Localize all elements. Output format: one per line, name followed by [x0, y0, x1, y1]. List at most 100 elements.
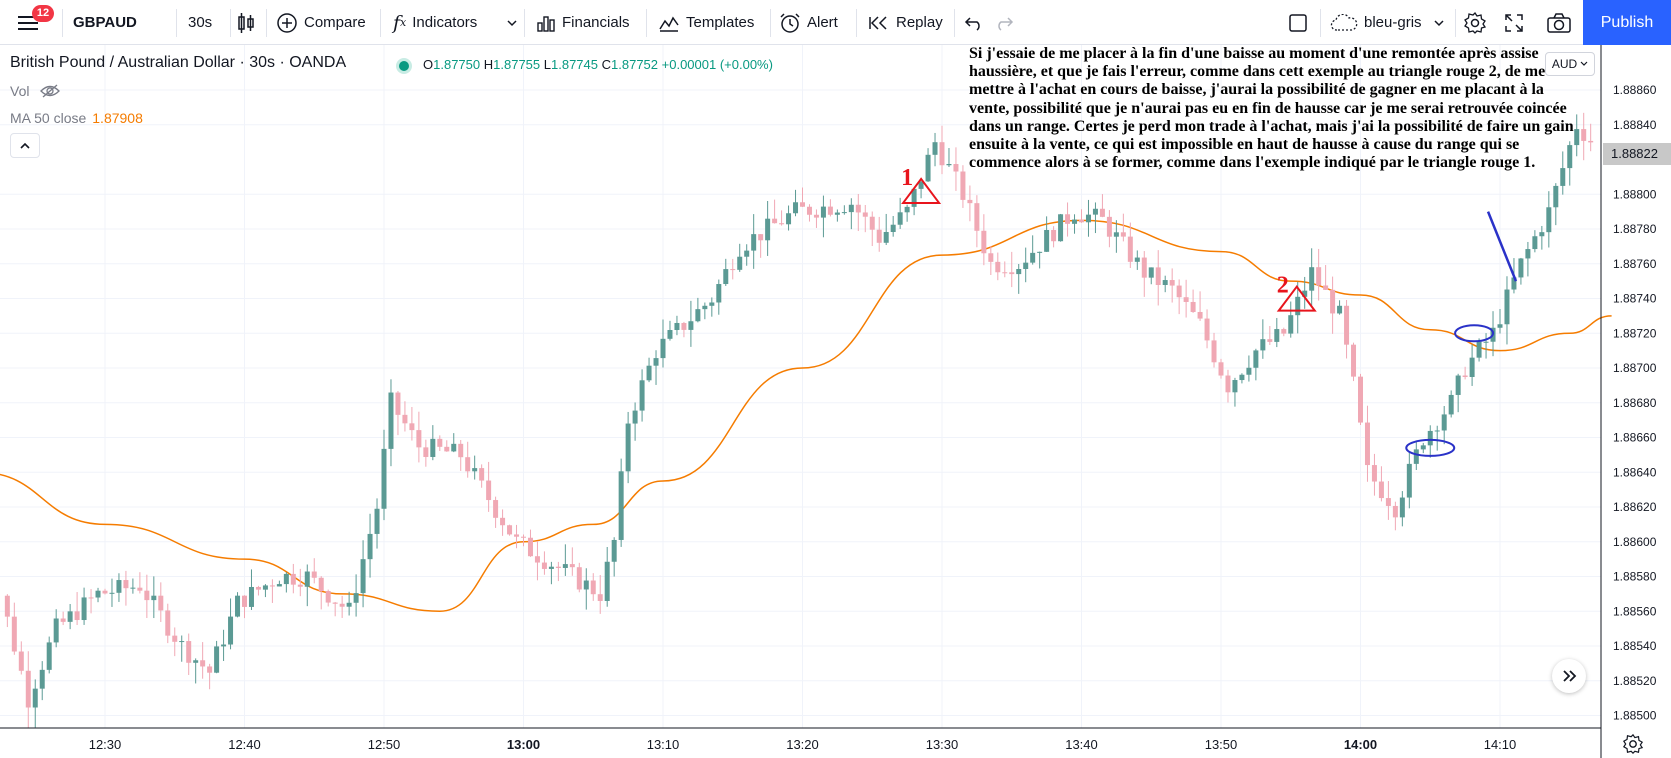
- time-tick-label: 14:00: [1344, 737, 1377, 752]
- candle-body: [493, 500, 499, 518]
- candle-body: [883, 231, 889, 243]
- candle-body: [402, 414, 408, 424]
- candle-body: [1358, 376, 1363, 423]
- candle-body: [1497, 324, 1503, 328]
- candle-body: [918, 181, 924, 189]
- candle-body: [416, 430, 422, 448]
- interval-button[interactable]: 30s: [188, 14, 213, 31]
- price-axis: 1.88860 1.88840 1.88800 1.88780 1.88760 1.887…: [1600, 45, 1657, 758]
- candle-body: [1441, 414, 1447, 431]
- candle-body: [1023, 262, 1029, 270]
- candle-body: [569, 564, 575, 568]
- candle-body: [744, 250, 750, 257]
- eye-hidden-icon[interactable]: [39, 83, 61, 99]
- chart-type-button[interactable]: [235, 0, 257, 45]
- candle-body: [1267, 339, 1273, 342]
- price-chart[interactable]: 12 1.888601.888401.888001.887801.887601.…: [0, 45, 1671, 758]
- candle-body: [207, 666, 213, 673]
- financials-button[interactable]: Financials: [536, 0, 630, 45]
- candle-body: [946, 163, 952, 166]
- redo-button[interactable]: [994, 0, 1014, 45]
- symbol-search-button[interactable]: GBPAUD: [73, 14, 137, 31]
- price-tick-label: 1.88640: [1613, 465, 1657, 479]
- main-menu-button[interactable]: [16, 0, 40, 45]
- ma-legend[interactable]: MA 50 close 1.87908: [10, 110, 143, 126]
- candle-body: [527, 537, 533, 557]
- layout-button[interactable]: bleu-gris: [1330, 0, 1422, 45]
- candle-body: [1211, 340, 1217, 363]
- volume-legend[interactable]: Vol: [10, 83, 61, 99]
- candle-body: [1072, 219, 1078, 224]
- alert-button[interactable]: Alert: [779, 0, 838, 45]
- candle-body: [137, 587, 143, 591]
- candle-body: [1037, 251, 1043, 253]
- annotation-text[interactable]: Si j'essaie de me placer à la fin d'une …: [969, 45, 1574, 172]
- symbol-title[interactable]: British Pound / Australian Dollar · 30s …: [10, 54, 346, 72]
- candle-body: [165, 610, 171, 636]
- candle-body: [255, 586, 261, 590]
- price-tick-label: 1.88800: [1613, 187, 1657, 201]
- low-value: 1.87745: [551, 57, 598, 72]
- candle-body: [1413, 449, 1419, 464]
- scroll-to-realtime-button[interactable]: [1552, 659, 1586, 693]
- candle-body: [974, 203, 980, 231]
- candle-body: [102, 590, 108, 594]
- candle-body: [841, 212, 847, 214]
- candle-body: [1148, 267, 1154, 278]
- candle-body: [541, 562, 547, 569]
- candle-body: [1546, 207, 1552, 233]
- candle-body: [848, 204, 854, 213]
- candle-body: [228, 616, 234, 645]
- candle-body: [1581, 129, 1587, 141]
- user-drawings: 12: [901, 165, 1518, 457]
- candle-body: [186, 641, 192, 663]
- undo-button[interactable]: [964, 0, 984, 45]
- candle-body: [932, 142, 938, 155]
- price-tick-label: 1.88660: [1613, 431, 1657, 445]
- collapse-legend-button[interactable]: [10, 133, 40, 158]
- layout-dropdown[interactable]: [1433, 0, 1445, 45]
- candle-body: [1051, 229, 1057, 242]
- candle-body: [1141, 257, 1147, 278]
- templates-button[interactable]: Templates: [658, 0, 754, 45]
- ma-50-path: [0, 219, 1612, 613]
- candle-body: [1323, 285, 1329, 290]
- fullscreen-select-button[interactable]: [1287, 0, 1309, 45]
- candle-body: [1197, 311, 1203, 319]
- candle-body: [193, 660, 199, 663]
- snapshot-button[interactable]: [1546, 0, 1572, 45]
- price-tick-label: 1.88520: [1613, 674, 1657, 688]
- candle-body: [1169, 280, 1175, 286]
- currency-button[interactable]: AUD: [1545, 52, 1595, 76]
- replay-button[interactable]: Replay: [868, 0, 943, 45]
- candle-body: [1420, 445, 1426, 450]
- candle-body: [1309, 267, 1315, 291]
- candle-body: [904, 206, 910, 213]
- candle-body: [25, 670, 31, 708]
- market-open-indicator: [399, 60, 409, 71]
- candle-body: [1337, 305, 1343, 314]
- settings-button[interactable]: [1463, 0, 1487, 45]
- compare-button[interactable]: Compare: [276, 0, 366, 45]
- candle-body: [1344, 305, 1350, 345]
- gear-icon[interactable]: [1622, 733, 1644, 755]
- publish-button[interactable]: Publish: [1583, 0, 1671, 45]
- candle-body: [911, 188, 917, 207]
- candle-body: [1281, 329, 1287, 334]
- time-tick-label: 14:10: [1484, 737, 1517, 752]
- time-tick-label: 13:00: [507, 737, 540, 752]
- candle-body: [1371, 465, 1377, 482]
- candle-body: [500, 517, 506, 526]
- notification-badge: 12: [32, 5, 54, 22]
- candle-body: [381, 448, 387, 509]
- fullscreen-button[interactable]: [1503, 0, 1525, 45]
- candle-body: [786, 213, 792, 225]
- price-tick-label: 1.88580: [1613, 570, 1657, 584]
- indicators-dropdown[interactable]: [506, 0, 518, 45]
- candle-body: [458, 443, 464, 458]
- candle-body: [388, 392, 394, 449]
- candle-body: [451, 443, 457, 452]
- blue-trend-stroke: [1486, 211, 1518, 282]
- candle-body: [1462, 375, 1468, 377]
